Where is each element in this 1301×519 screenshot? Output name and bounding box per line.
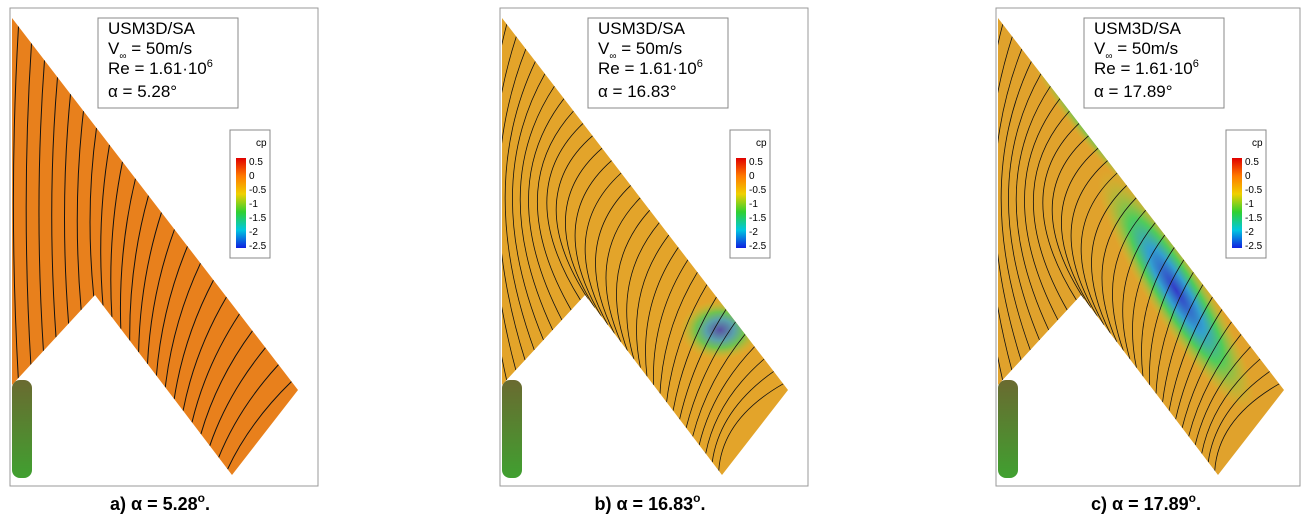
model-label: USM3D/SA: [598, 19, 686, 38]
reynolds-exponent: 6: [697, 58, 703, 70]
colorbar-tick-label: 0.5: [1245, 157, 1259, 168]
fuselage: [502, 380, 522, 478]
colorbar-tick-label: -2: [249, 227, 258, 238]
colorbar-tick-label: 0: [249, 171, 255, 182]
caption-superscript: o: [198, 491, 205, 505]
colorbar-tick-label: -0.5: [249, 185, 267, 196]
colorbar-tick-label: -0.5: [1245, 185, 1263, 196]
colorbar-title: cp: [256, 138, 267, 149]
alpha-label: α = 5.28°: [108, 82, 177, 101]
colorbar: [1232, 158, 1242, 248]
colorbar-title: cp: [756, 138, 767, 149]
caption-superscript: o: [693, 491, 700, 505]
caption: c) α = 17.89o.: [1091, 491, 1201, 514]
colorbar-tick-label: -2.5: [249, 241, 267, 252]
velocity-symbol: V: [1094, 39, 1106, 58]
reynolds-exponent: 6: [207, 58, 213, 70]
colorbar-tick-label: 0: [1245, 171, 1251, 182]
panel: USM3D/SAV∞ = 50m/sRe = 1.61·106α = 17.89…: [981, 8, 1300, 514]
figure-canvas: USM3D/SAV∞ = 50m/sRe = 1.61·106α = 5.28°…: [0, 0, 1301, 519]
alpha-label: α = 16.83°: [598, 82, 677, 101]
velocity-symbol: V: [108, 39, 120, 58]
reynolds-text: Re = 1.61·10: [108, 59, 207, 78]
colorbar-tick-label: -1: [749, 199, 758, 210]
colorbar-tick-label: -0.5: [749, 185, 767, 196]
velocity-text: = 50m/s: [126, 39, 192, 58]
caption-superscript: o: [1189, 491, 1196, 505]
colorbar-tick-label: -1: [249, 199, 258, 210]
caption-text: b) α = 16.83: [595, 494, 694, 514]
reynolds-label: Re = 1.61·106: [1094, 58, 1199, 78]
colorbar-tick-label: -2: [1245, 227, 1254, 238]
model-label: USM3D/SA: [108, 19, 196, 38]
reynolds-label: Re = 1.61·106: [108, 58, 213, 78]
reynolds-text: Re = 1.61·10: [598, 59, 697, 78]
caption: a) α = 5.28o.: [110, 491, 210, 514]
colorbar-tick-label: 0: [749, 171, 755, 182]
colorbar: [736, 158, 746, 248]
reynolds-exponent: 6: [1193, 58, 1199, 70]
colorbar-tick-label: -2: [749, 227, 758, 238]
colorbar-tick-label: -1.5: [249, 213, 267, 224]
velocity-text: = 50m/s: [616, 39, 682, 58]
colorbar-tick-label: -1: [1245, 199, 1254, 210]
fuselage: [12, 380, 32, 478]
colorbar-tick-label: -1.5: [1245, 213, 1263, 224]
caption: b) α = 16.83o.: [595, 491, 706, 514]
fuselage: [998, 380, 1018, 478]
reynolds-text: Re = 1.61·10: [1094, 59, 1193, 78]
caption-end: .: [1196, 494, 1201, 514]
colorbar-tick-label: 0.5: [249, 157, 263, 168]
caption-text: c) α = 17.89: [1091, 494, 1189, 514]
velocity-symbol: V: [598, 39, 610, 58]
colorbar-tick-label: -1.5: [749, 213, 767, 224]
colorbar-tick-label: -2.5: [749, 241, 767, 252]
caption-end: .: [700, 494, 705, 514]
figure: USM3D/SAV∞ = 50m/sRe = 1.61·106α = 5.28°…: [0, 0, 1301, 519]
caption-end: .: [205, 494, 210, 514]
colorbar: [236, 158, 246, 248]
velocity-text: = 50m/s: [1112, 39, 1178, 58]
colorbar-title: cp: [1252, 138, 1263, 149]
colorbar-tick-label: 0.5: [749, 157, 763, 168]
caption-text: a) α = 5.28: [110, 494, 198, 514]
reynolds-label: Re = 1.61·106: [598, 58, 703, 78]
colorbar-tick-label: -2.5: [1245, 241, 1263, 252]
model-label: USM3D/SA: [1094, 19, 1182, 38]
alpha-label: α = 17.89°: [1094, 82, 1173, 101]
